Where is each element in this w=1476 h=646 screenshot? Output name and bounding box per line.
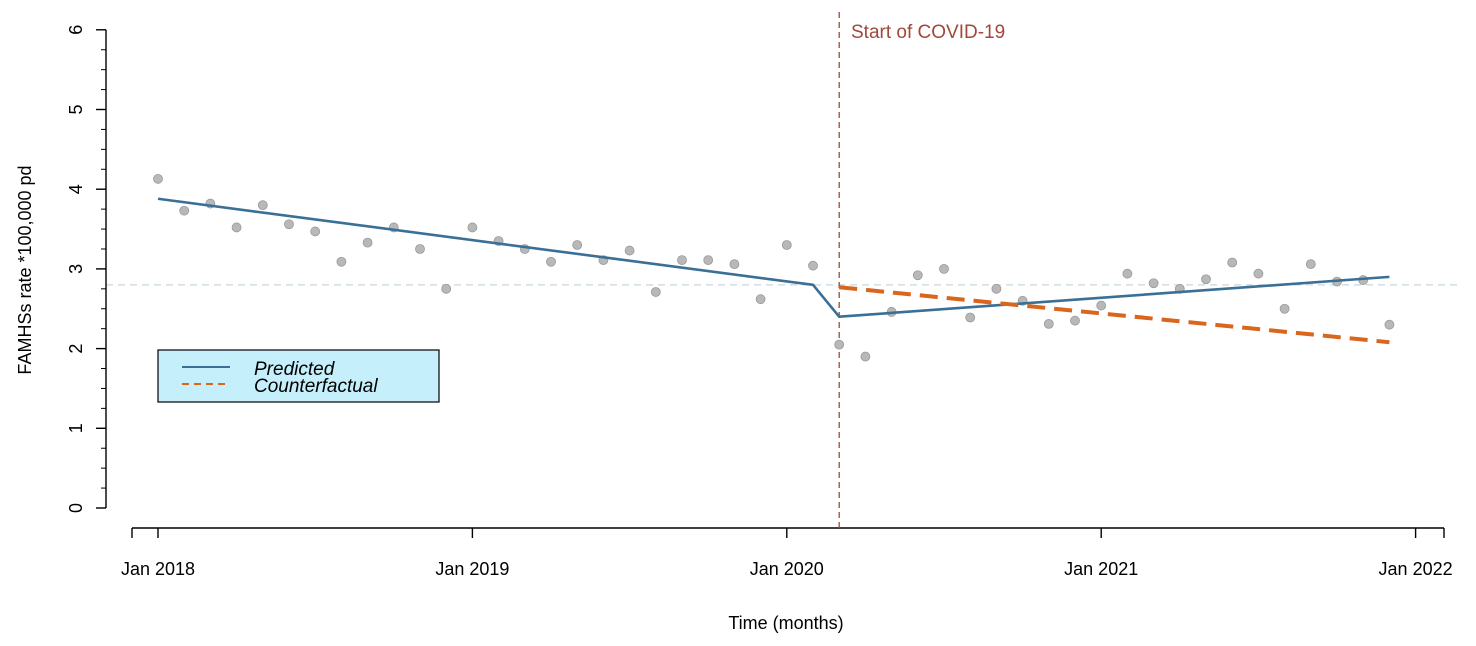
- observed-point: [1227, 257, 1238, 268]
- observed-point: [467, 222, 478, 233]
- observed-point: [1201, 274, 1211, 285]
- y-tick-label-6: 6: [66, 25, 86, 35]
- series-layer: [157, 197, 1390, 345]
- legend-label-predicted: Predicted: [254, 359, 336, 380]
- y-tick-label-4: 4: [66, 184, 86, 194]
- observed-point: [441, 283, 452, 294]
- x-tick-label-0: Jan 2018: [121, 559, 195, 579]
- observed-point: [860, 351, 871, 362]
- observed-point: [1043, 318, 1054, 329]
- observed-point: [572, 240, 583, 250]
- observed-point: [781, 240, 792, 250]
- observed-point: [362, 237, 373, 248]
- observed-point: [834, 339, 845, 350]
- series-line-counterfactual: [839, 285, 1390, 345]
- observed-point: [650, 287, 661, 297]
- y-tick-label-2: 2: [66, 344, 86, 354]
- observed-point: [939, 263, 949, 274]
- legend-box: [157, 349, 440, 403]
- observed-point: [179, 205, 190, 216]
- legend-label-counterfactual: Counterfactual: [254, 376, 378, 397]
- observed-point: [257, 200, 268, 211]
- series-line-predicted: [157, 197, 1390, 319]
- legend: Predicted Counterfactual: [157, 349, 440, 403]
- observed-point: [336, 256, 347, 267]
- x-tick-label-4: Jan 2022: [1379, 559, 1453, 579]
- y-axis-title: FAMHSs rate *100,000 pd: [15, 165, 35, 374]
- observed-point: [1096, 300, 1107, 311]
- y-tick-label-3: 3: [66, 264, 86, 274]
- x-axis-title: Time (months): [728, 613, 843, 633]
- observed-point: [1384, 319, 1395, 330]
- observed-point: [703, 255, 714, 266]
- intervention-label: Start of COVID-19: [851, 22, 1005, 43]
- x-tick-label-1: Jan 2019: [435, 559, 509, 579]
- observed-point: [1122, 268, 1133, 279]
- observed-point: [912, 270, 923, 281]
- observed-point: [1070, 315, 1080, 326]
- observed-points-layer: [153, 173, 1395, 362]
- y-tick-label-1: 1: [66, 423, 86, 433]
- observed-point: [808, 260, 818, 271]
- observed-point: [677, 255, 687, 266]
- observed-point: [755, 294, 766, 305]
- observed-point: [965, 312, 976, 323]
- observed-point: [1253, 268, 1264, 279]
- y-tick-label-0: 0: [66, 503, 86, 513]
- observed-point: [310, 226, 321, 237]
- x-tick-label-3: Jan 2021: [1064, 559, 1138, 579]
- observed-point: [231, 222, 242, 233]
- observed-point: [729, 259, 740, 270]
- observed-point: [546, 256, 556, 267]
- observed-point: [624, 245, 635, 256]
- y-tick-label-5: 5: [66, 104, 86, 114]
- x-tick-label-2: Jan 2020: [750, 559, 824, 579]
- observed-point: [1279, 303, 1290, 314]
- observed-point: [991, 283, 1002, 294]
- observed-point: [284, 219, 294, 230]
- observed-point: [153, 173, 163, 184]
- axes-layer: 0 1 2 3 4 5 6 Jan 2018 Jan 2019 Jan 2020 Jan 2021 J…: [66, 25, 1453, 579]
- intervention-layer: Start of COVID-19: [838, 12, 1005, 528]
- observed-point: [415, 244, 425, 254]
- observed-point: [1305, 259, 1316, 270]
- observed-point: [1148, 278, 1159, 289]
